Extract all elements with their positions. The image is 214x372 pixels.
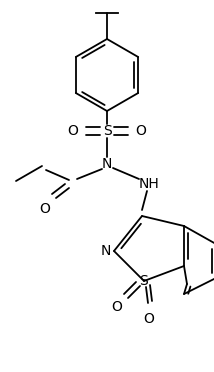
Text: O: O xyxy=(144,312,155,326)
Text: O: O xyxy=(111,300,122,314)
Text: NH: NH xyxy=(139,177,159,191)
Text: O: O xyxy=(135,124,146,138)
Text: O: O xyxy=(40,202,51,216)
Text: S: S xyxy=(140,274,148,288)
Text: S: S xyxy=(103,124,111,138)
Text: N: N xyxy=(101,244,111,258)
Text: N: N xyxy=(102,157,112,171)
Text: O: O xyxy=(68,124,79,138)
